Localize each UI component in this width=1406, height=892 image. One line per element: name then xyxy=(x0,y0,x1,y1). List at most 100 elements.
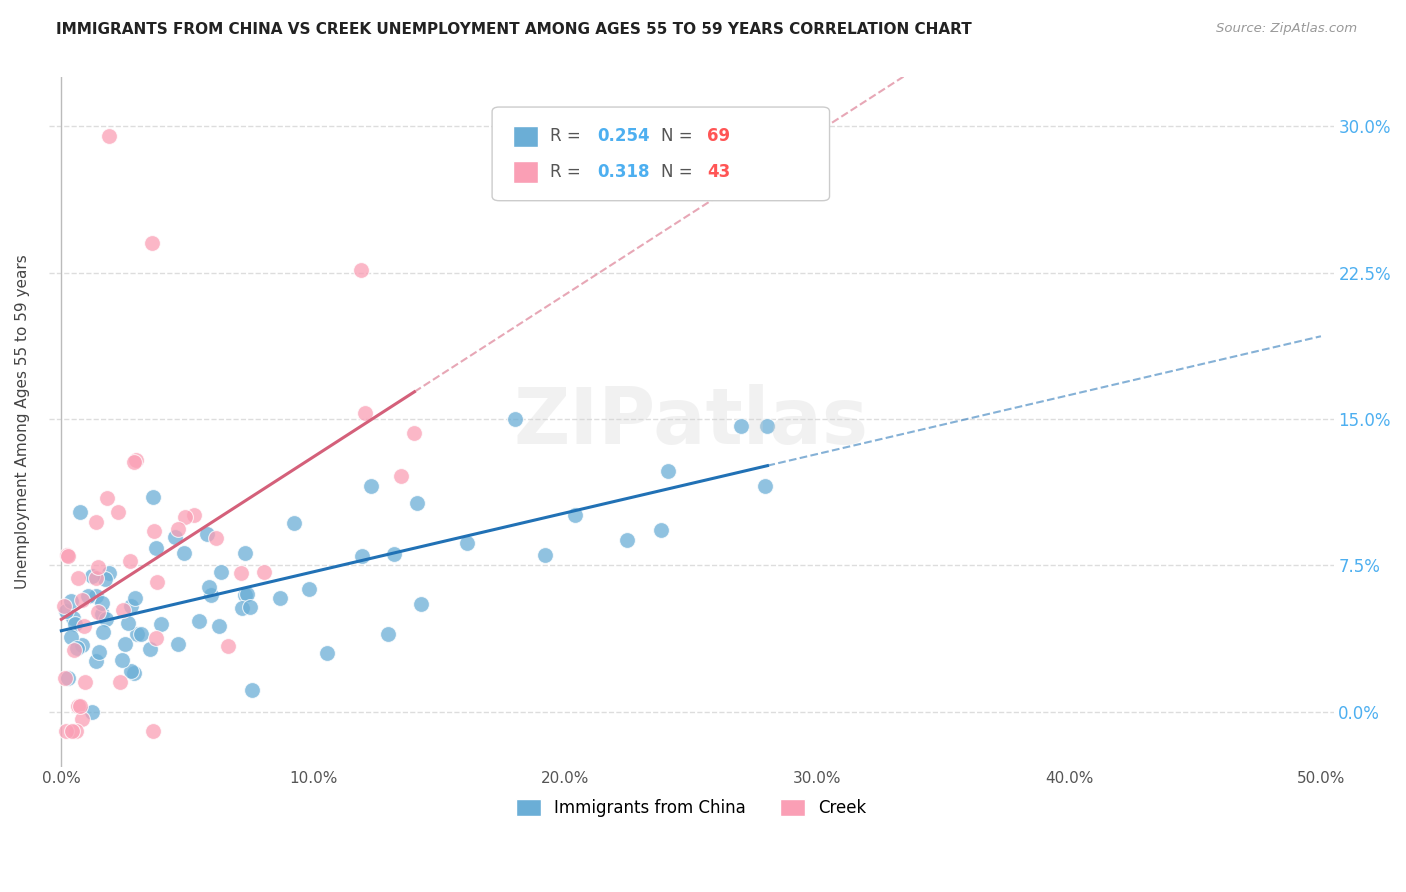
Point xyxy=(231,566,253,580)
Point xyxy=(200,588,222,602)
Text: R =: R = xyxy=(550,163,586,181)
Point xyxy=(183,508,205,523)
Text: ZIPatlas: ZIPatlas xyxy=(513,384,869,460)
Point xyxy=(55,724,77,739)
Point xyxy=(389,469,412,483)
Point xyxy=(80,705,103,719)
Point xyxy=(174,510,197,524)
Point xyxy=(87,605,110,619)
Point xyxy=(111,653,134,667)
Point xyxy=(107,505,129,519)
Point xyxy=(235,587,257,601)
Point xyxy=(564,508,586,522)
Point xyxy=(97,128,120,143)
Point xyxy=(65,724,87,739)
Text: Source: ZipAtlas.com: Source: ZipAtlas.com xyxy=(1216,22,1357,36)
Point xyxy=(149,616,172,631)
Point xyxy=(87,645,110,659)
Point xyxy=(139,641,162,656)
Text: 69: 69 xyxy=(707,128,730,145)
Point xyxy=(142,724,165,739)
Point xyxy=(67,699,90,714)
Point xyxy=(91,596,114,610)
Point xyxy=(411,598,433,612)
Point xyxy=(58,671,80,685)
Point xyxy=(315,646,337,660)
Point xyxy=(208,619,231,633)
Point xyxy=(84,589,107,603)
Legend: Immigrants from China, Creek: Immigrants from China, Creek xyxy=(509,792,873,823)
Point xyxy=(84,654,107,668)
Point xyxy=(456,535,478,549)
Point xyxy=(730,419,752,434)
Point xyxy=(195,527,218,541)
Text: N =: N = xyxy=(661,163,697,181)
Point xyxy=(404,425,426,440)
Point xyxy=(657,463,679,477)
Point xyxy=(114,637,136,651)
Point xyxy=(350,262,373,277)
Point xyxy=(145,574,167,589)
Text: N =: N = xyxy=(661,128,697,145)
Point xyxy=(360,479,382,493)
Point xyxy=(53,671,76,685)
Point xyxy=(120,554,142,568)
Point xyxy=(756,418,779,433)
Point xyxy=(165,530,187,544)
Point xyxy=(70,639,93,653)
Point xyxy=(63,616,86,631)
Point xyxy=(56,549,79,563)
Point xyxy=(59,594,82,608)
Point xyxy=(209,565,232,579)
Point xyxy=(353,406,375,420)
Point xyxy=(90,607,112,621)
Point xyxy=(231,601,253,615)
Point xyxy=(60,724,83,739)
Text: 0.318: 0.318 xyxy=(598,163,650,181)
Point xyxy=(145,632,167,646)
Point xyxy=(59,630,82,644)
Point xyxy=(84,571,107,585)
Point xyxy=(503,412,526,426)
Point xyxy=(76,589,98,603)
Point xyxy=(52,599,75,613)
Point xyxy=(55,604,77,618)
Point xyxy=(120,599,142,613)
Point xyxy=(124,666,146,681)
Point xyxy=(84,515,107,529)
Point xyxy=(239,599,262,614)
Point xyxy=(129,627,152,641)
Text: 0.254: 0.254 xyxy=(598,128,650,145)
Y-axis label: Unemployment Among Ages 55 to 59 years: Unemployment Among Ages 55 to 59 years xyxy=(15,254,30,590)
Point xyxy=(298,582,321,597)
Point xyxy=(125,453,148,467)
Point xyxy=(69,505,91,519)
Point xyxy=(142,491,165,505)
Point xyxy=(650,523,672,537)
Point xyxy=(188,615,211,629)
Text: 43: 43 xyxy=(707,163,731,181)
Point xyxy=(63,643,86,657)
Point xyxy=(754,479,776,493)
Point xyxy=(67,571,90,585)
Point xyxy=(143,524,166,538)
Point xyxy=(166,522,188,536)
Point xyxy=(91,624,114,639)
Text: IMMIGRANTS FROM CHINA VS CREEK UNEMPLOYMENT AMONG AGES 55 TO 59 YEARS CORRELATIO: IMMIGRANTS FROM CHINA VS CREEK UNEMPLOYM… xyxy=(56,22,972,37)
Point xyxy=(253,566,276,580)
Point xyxy=(94,572,117,586)
Point xyxy=(352,549,374,563)
Point xyxy=(69,699,91,714)
Point xyxy=(124,591,146,606)
Point xyxy=(269,591,291,605)
Point xyxy=(198,580,221,594)
Point xyxy=(66,640,89,655)
Point xyxy=(145,541,167,556)
Point xyxy=(56,549,79,563)
Point xyxy=(75,675,97,690)
Point xyxy=(120,665,142,679)
Point xyxy=(283,516,305,530)
Point xyxy=(233,588,256,602)
Point xyxy=(217,640,239,654)
Point xyxy=(141,236,163,251)
